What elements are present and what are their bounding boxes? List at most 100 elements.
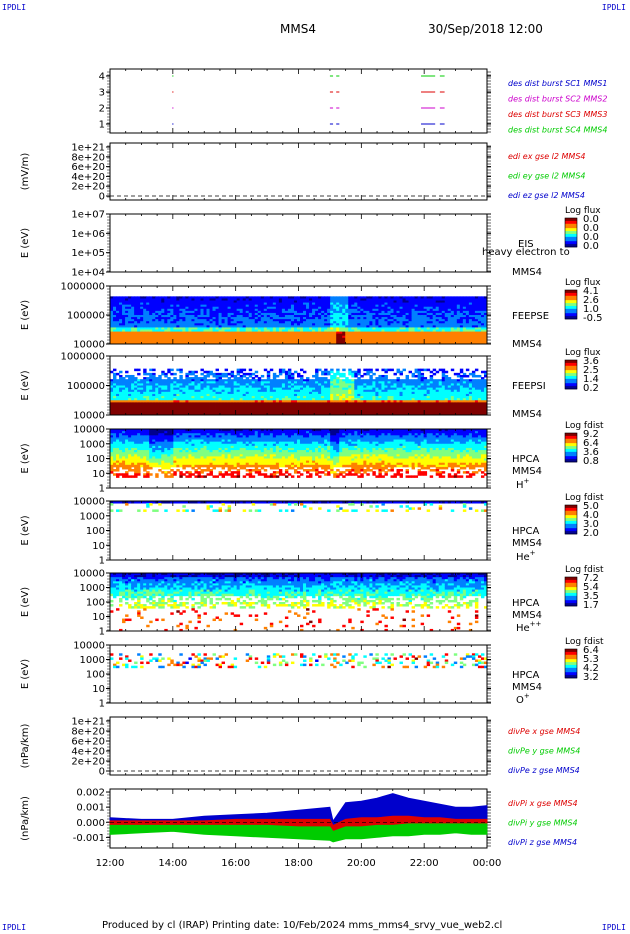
spectrogram-cell bbox=[330, 329, 334, 332]
spectrogram-cell bbox=[296, 323, 301, 326]
spectrogram-cell bbox=[113, 308, 117, 312]
spectrogram-cell bbox=[251, 327, 256, 330]
spectrogram-cell bbox=[293, 308, 298, 312]
spectrogram-cell bbox=[125, 321, 129, 324]
spectrogram-cell bbox=[233, 325, 238, 328]
spectrogram-cell bbox=[119, 312, 123, 316]
spectrogram-cell bbox=[351, 300, 355, 303]
spectrogram-cell bbox=[125, 306, 129, 310]
spectrogram-cell bbox=[185, 337, 189, 341]
spectrogram-cell bbox=[173, 317, 177, 320]
spectrogram-cell bbox=[293, 298, 298, 301]
spectrogram-cell bbox=[287, 306, 292, 310]
spectrogram-cell bbox=[330, 306, 334, 310]
spectrogram-cell bbox=[345, 331, 349, 335]
spectrogram-cell bbox=[206, 302, 210, 306]
spectrogram-cell bbox=[327, 304, 331, 308]
spectrogram-cell bbox=[354, 300, 358, 303]
spectrogram-cell bbox=[281, 300, 286, 303]
spectrogram-cell bbox=[293, 312, 298, 316]
spectrogram-cell bbox=[113, 325, 117, 328]
spectrogram-cell bbox=[296, 296, 301, 299]
spectrogram-cell bbox=[312, 374, 316, 378]
spectrogram-cell bbox=[342, 310, 346, 314]
spectrogram-cell bbox=[351, 341, 355, 345]
spectrogram-cell bbox=[251, 325, 256, 328]
spectrogram-cell bbox=[122, 319, 126, 322]
spectrogram-cell bbox=[206, 304, 210, 308]
spectrogram-cell bbox=[239, 339, 244, 343]
spectrogram-cell bbox=[188, 312, 192, 316]
spectrogram-cell bbox=[194, 339, 198, 343]
spectrogram-cell bbox=[224, 323, 229, 326]
spectrogram-cell bbox=[227, 312, 232, 316]
spectrogram-cell bbox=[275, 331, 280, 335]
spectrogram-cell bbox=[360, 315, 364, 318]
spectrogram-cell bbox=[321, 296, 325, 299]
spectrogram-cell bbox=[284, 321, 289, 324]
spectrogram-cell bbox=[293, 339, 298, 343]
spectrogram-cell bbox=[143, 337, 147, 341]
spectrogram-cell bbox=[152, 308, 156, 312]
spectrogram-cell bbox=[278, 302, 283, 306]
spectrogram-cell bbox=[290, 341, 295, 345]
spectrogram-cell bbox=[221, 308, 226, 312]
spectrogram-cell bbox=[278, 304, 283, 308]
spectrogram-cell bbox=[167, 370, 171, 374]
spectrogram-cell bbox=[233, 333, 238, 337]
spectrogram-cell bbox=[134, 308, 138, 312]
spectrogram-cell bbox=[257, 337, 262, 341]
spectrogram-cell bbox=[269, 317, 274, 320]
spectrogram-cell bbox=[336, 317, 340, 320]
spectrogram-cell bbox=[221, 331, 226, 335]
spectrogram-cell bbox=[116, 339, 120, 343]
spectrogram-cell bbox=[281, 312, 286, 316]
spectrogram-cell bbox=[116, 341, 120, 345]
spectrogram-cell bbox=[339, 337, 343, 341]
spectrogram-cell bbox=[269, 329, 274, 332]
spectrogram-cell bbox=[200, 335, 204, 339]
spectrogram-cell bbox=[354, 302, 358, 306]
spectrogram-cell bbox=[306, 302, 310, 306]
spectrogram-cell bbox=[206, 327, 210, 330]
spectrogram-cell bbox=[155, 300, 159, 303]
spectrogram-cell bbox=[125, 304, 129, 308]
spectrogram-cell bbox=[239, 304, 244, 308]
spectrogram-cell bbox=[143, 325, 147, 328]
spectrogram-cell bbox=[248, 337, 253, 341]
spectrogram-cell bbox=[269, 323, 274, 326]
spectrogram-cell bbox=[188, 341, 192, 345]
spectrogram-cell bbox=[110, 370, 114, 374]
spectrogram-cell bbox=[315, 333, 319, 337]
spectrogram-cell bbox=[339, 323, 343, 326]
spectrogram-cell bbox=[363, 327, 367, 330]
spectrogram-cell bbox=[360, 296, 364, 299]
spectrogram-cell bbox=[296, 333, 301, 337]
spectrogram-cell bbox=[197, 327, 201, 330]
spectrogram-cell bbox=[239, 317, 244, 320]
spectrogram-cell bbox=[354, 327, 358, 330]
spectrogram-cell bbox=[128, 319, 132, 322]
corner-label-bottom-left: IPDLI bbox=[2, 923, 27, 932]
spectrogram-cell bbox=[158, 335, 162, 339]
spectrogram-cell bbox=[312, 335, 316, 339]
spectrogram-cell bbox=[269, 337, 274, 341]
spectrogram-cell bbox=[128, 304, 132, 308]
spectrogram-cell bbox=[119, 341, 123, 345]
spectrogram-cell bbox=[182, 304, 186, 308]
spectrogram-cell bbox=[134, 310, 138, 314]
spectrogram-cell bbox=[290, 315, 295, 318]
spectrogram-cell bbox=[122, 300, 126, 303]
spectrogram-cell bbox=[149, 321, 153, 324]
spectrogram-cell bbox=[278, 296, 283, 299]
spectrogram-cell bbox=[203, 333, 207, 337]
spectrogram-cell bbox=[354, 323, 358, 326]
spectrogram-cell bbox=[242, 329, 247, 332]
spectrogram-cell bbox=[275, 302, 280, 306]
spectrogram-cell bbox=[254, 304, 259, 308]
spectrogram-cell bbox=[194, 298, 198, 301]
spectrogram-cell bbox=[333, 304, 337, 308]
spectrogram-cell bbox=[254, 335, 259, 339]
spectrogram-cell bbox=[351, 304, 355, 308]
spectrogram-cell bbox=[284, 323, 289, 326]
